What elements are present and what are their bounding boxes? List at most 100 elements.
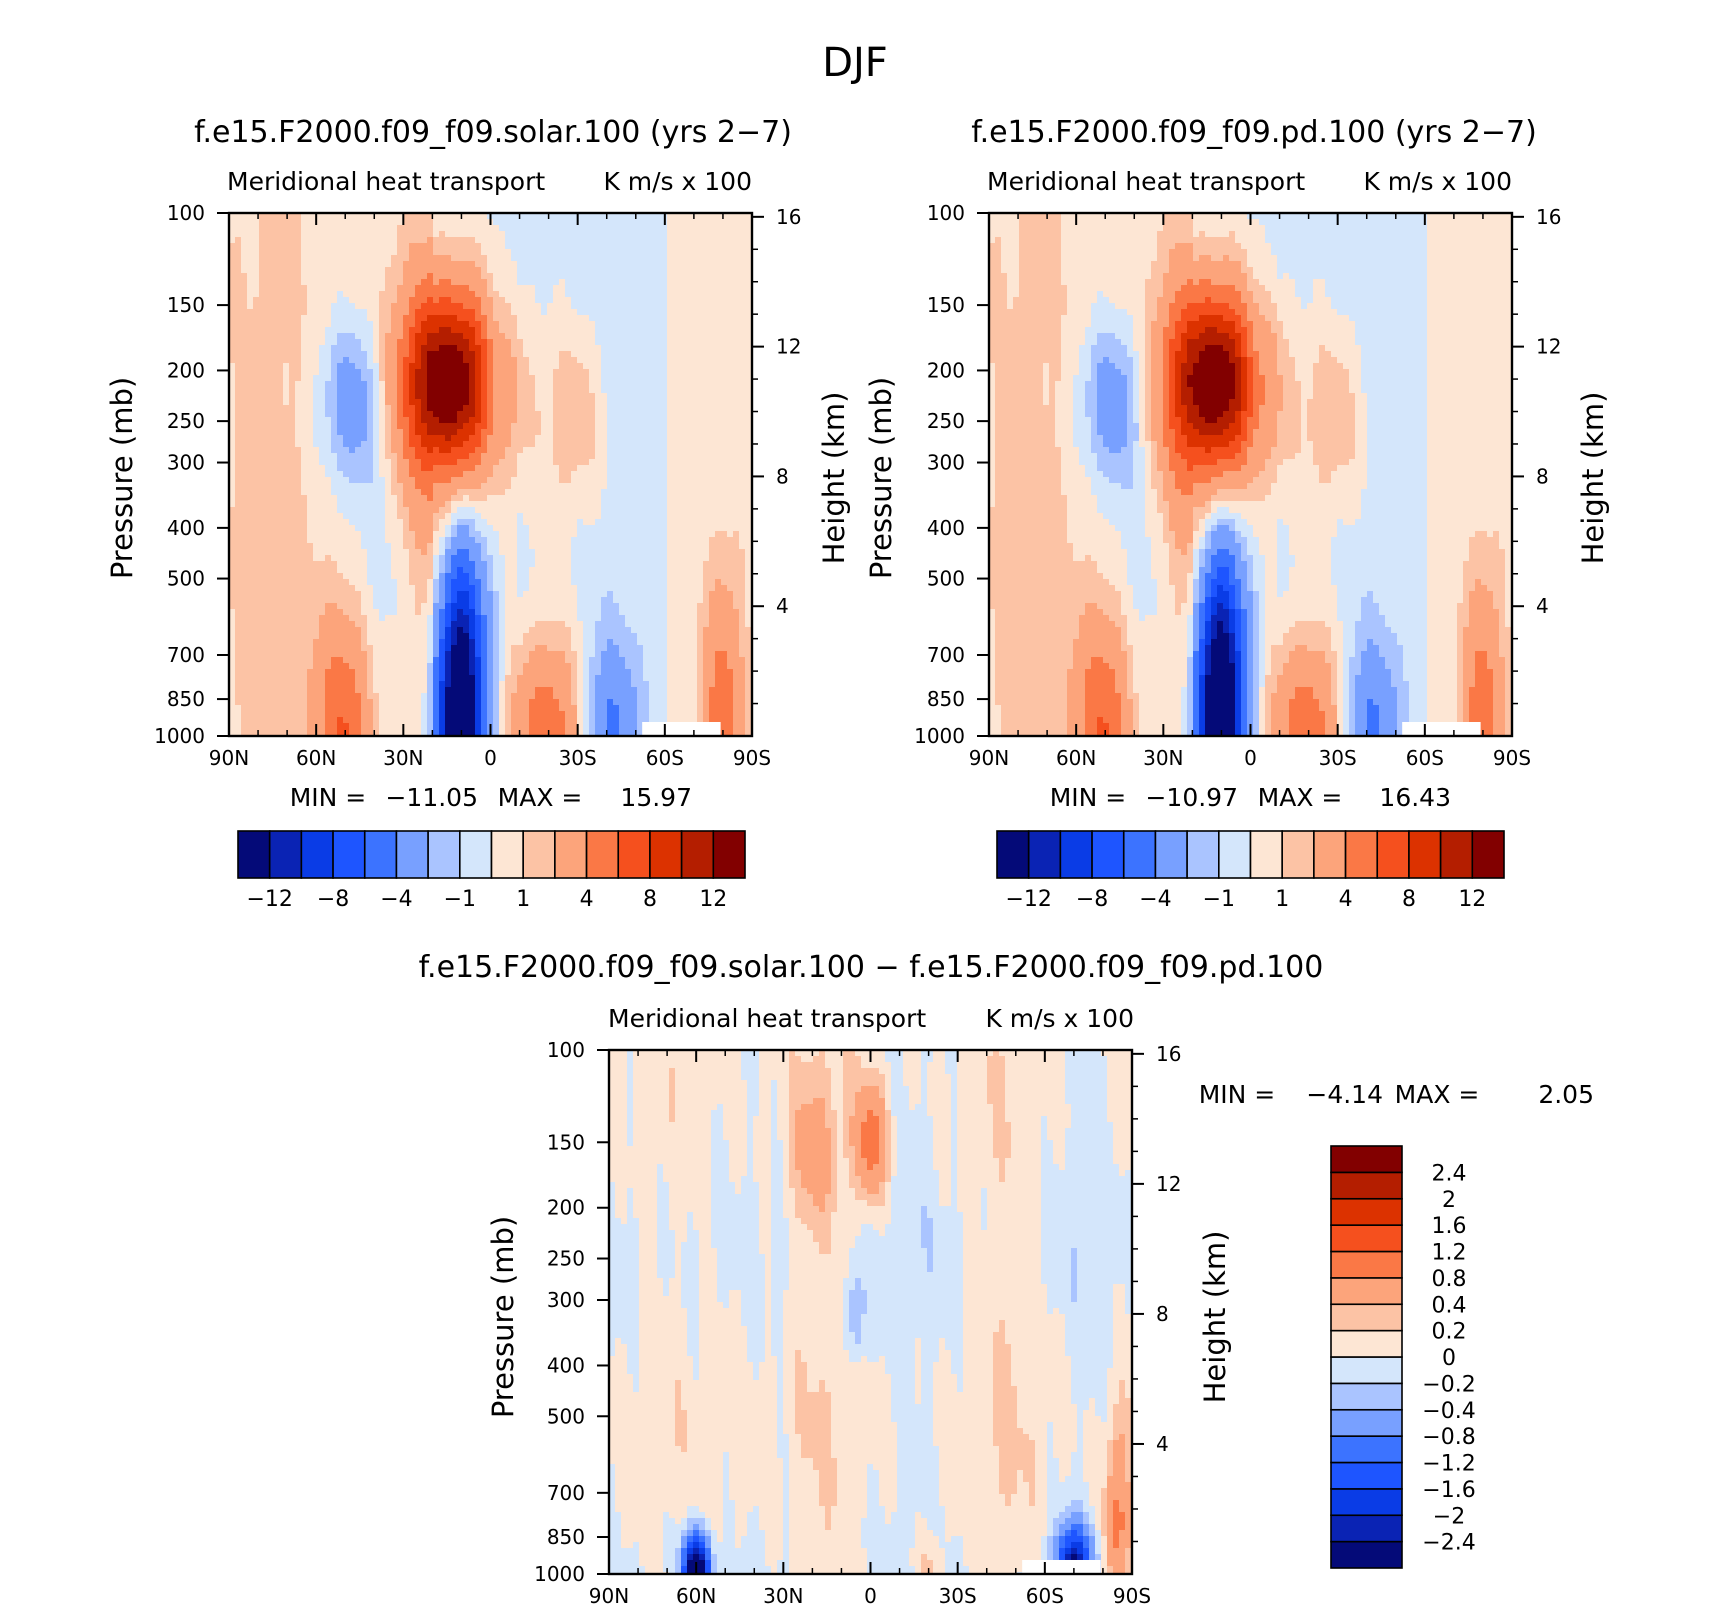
field-cell — [637, 435, 644, 442]
field-cell — [373, 447, 380, 454]
field-cell — [499, 477, 506, 484]
field-cell — [733, 243, 740, 250]
field-cell — [679, 495, 686, 502]
field-cell — [295, 471, 302, 478]
field-cell — [727, 309, 734, 316]
field-cell — [553, 471, 560, 478]
field-cell — [505, 249, 512, 256]
field-cell — [493, 507, 500, 514]
field-cell — [505, 525, 512, 532]
field-cell — [571, 477, 578, 484]
field-cell — [337, 447, 344, 454]
field-cell — [733, 453, 740, 460]
field-cell — [589, 381, 596, 388]
field-cell — [445, 333, 452, 340]
field-cell — [325, 507, 332, 514]
field-cell — [529, 261, 536, 268]
field-cell — [343, 477, 350, 484]
field-cell — [613, 363, 620, 370]
field-cell — [283, 453, 290, 460]
field-cell — [505, 357, 512, 364]
field-cell — [283, 459, 290, 466]
field-cell — [337, 327, 344, 334]
field-cell — [601, 453, 608, 460]
field-cell — [385, 525, 392, 532]
field-cell — [415, 429, 422, 436]
field-cell — [613, 405, 620, 412]
field-cell — [427, 441, 434, 448]
field-cell — [391, 231, 398, 238]
field-cell — [277, 237, 284, 244]
field-cell — [463, 357, 470, 364]
field-cell — [445, 279, 452, 286]
field-cell — [529, 303, 536, 310]
field-cell — [379, 495, 386, 502]
field-cell — [265, 393, 272, 400]
field-cell — [463, 519, 470, 526]
field-cell — [523, 273, 530, 280]
field-cell — [415, 231, 422, 238]
field-cell — [391, 405, 398, 412]
field-cell — [403, 327, 410, 334]
field-cell — [583, 231, 590, 238]
field-cell — [265, 489, 272, 496]
field-cell — [253, 417, 260, 424]
field-cell — [457, 417, 464, 424]
field-cell — [457, 219, 464, 226]
field-cell — [319, 327, 326, 334]
field-cell — [745, 381, 752, 388]
field-cell — [697, 447, 704, 454]
field-cell — [487, 243, 494, 250]
field-cell — [739, 309, 746, 316]
field-cell — [571, 333, 578, 340]
field-cell — [541, 357, 548, 364]
field-cell — [367, 399, 374, 406]
field-cell — [577, 321, 584, 328]
field-cell — [355, 495, 362, 502]
field-cell — [709, 369, 716, 376]
field-cell — [481, 477, 488, 484]
field-cell — [547, 441, 554, 448]
field-cell — [475, 453, 482, 460]
field-cell — [619, 279, 626, 286]
field-cell — [247, 441, 254, 448]
field-cell — [349, 399, 356, 406]
field-cell — [613, 525, 620, 532]
field-cell — [463, 489, 470, 496]
field-cell — [703, 327, 710, 334]
field-cell — [661, 303, 668, 310]
field-cell — [331, 297, 338, 304]
field-cell — [367, 429, 374, 436]
field-cell — [457, 255, 464, 262]
field-cell — [277, 309, 284, 316]
field-cell — [619, 423, 626, 430]
field-cell — [667, 483, 674, 490]
field-cell — [631, 309, 638, 316]
field-cell — [415, 333, 422, 340]
field-cell — [331, 399, 338, 406]
field-cell — [253, 471, 260, 478]
field-cell — [307, 453, 314, 460]
field-cell — [229, 321, 236, 328]
field-cell — [631, 231, 638, 238]
field-cell — [283, 441, 290, 448]
field-cell — [571, 327, 578, 334]
field-cell — [535, 453, 542, 460]
field-cell — [349, 393, 356, 400]
field-cell — [253, 249, 260, 256]
field-cell — [337, 273, 344, 280]
field-cell — [403, 249, 410, 256]
field-cell — [301, 273, 308, 280]
field-cell — [649, 339, 656, 346]
field-cell — [679, 543, 686, 550]
field-cell — [337, 375, 344, 382]
field-cell — [307, 333, 314, 340]
field-cell — [583, 393, 590, 400]
field-cell — [679, 339, 686, 346]
field-cell — [259, 513, 266, 520]
field-cell — [367, 363, 374, 370]
field-cell — [421, 519, 428, 526]
field-cell — [313, 321, 320, 328]
field-cell — [595, 315, 602, 322]
field-cell — [415, 273, 422, 280]
